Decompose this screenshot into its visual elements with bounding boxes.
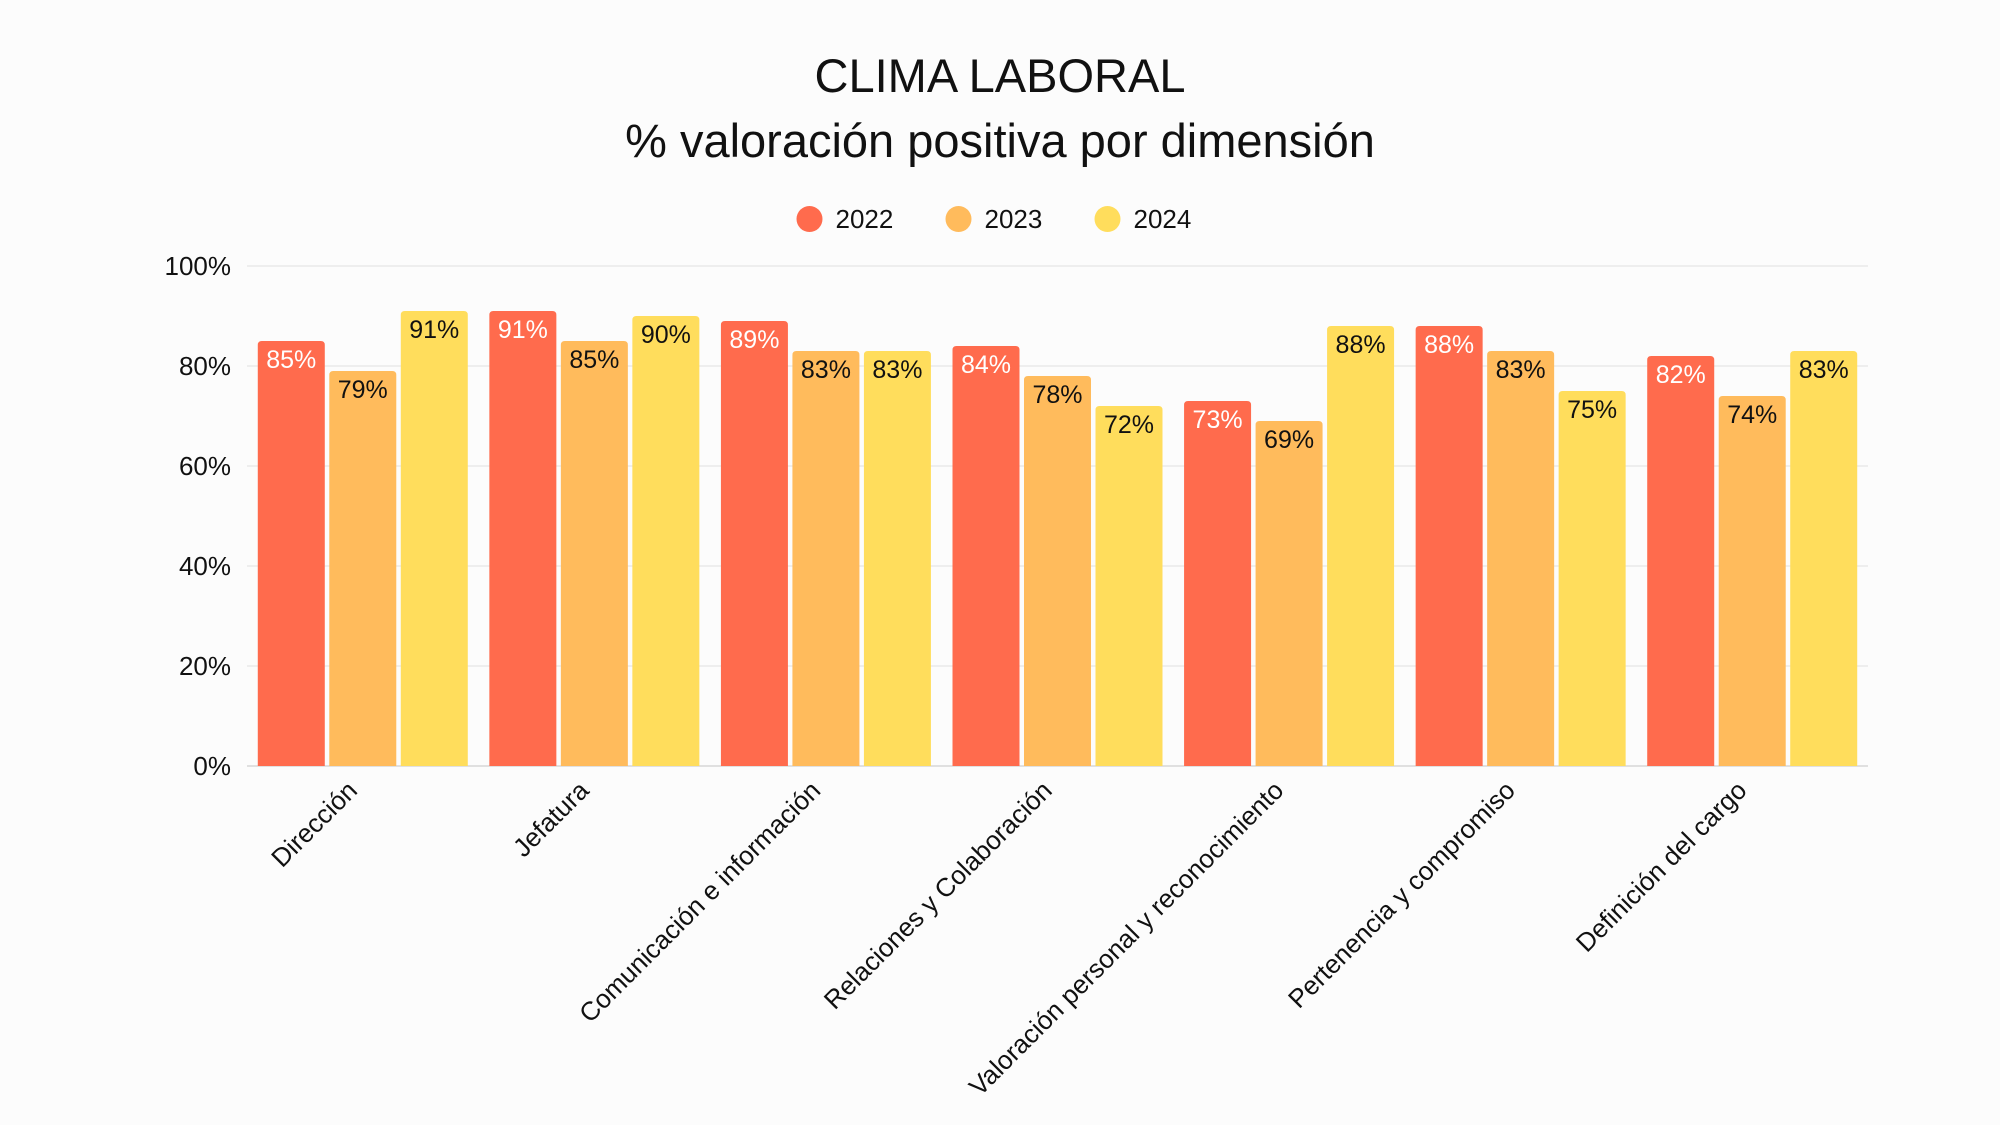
x-tick-label: Jefatura (507, 775, 595, 863)
data-label: 88% (1336, 331, 1386, 359)
legend-marker (1094, 206, 1121, 232)
bar-2022-valoracion-personal-y-reconocimiento (1184, 401, 1252, 766)
bar-2024-direccion (400, 311, 468, 766)
bar-2024-pertenencia-y-compromiso (1558, 391, 1626, 766)
data-label: 84% (961, 351, 1011, 379)
bar-2024-relaciones-y-colaboracion (1095, 406, 1163, 766)
bar-2022-jefatura (489, 311, 557, 766)
data-label: 88% (1424, 331, 1474, 359)
bar-2022-comunicacion-e-informacion (720, 321, 788, 766)
legend-label: 2024 (1134, 204, 1192, 234)
y-tick-label: 60% (179, 451, 231, 481)
bar-2024-jefatura (632, 316, 700, 766)
data-label: 78% (1032, 381, 1082, 409)
data-label: 82% (1656, 361, 1706, 389)
bar-2022-pertenencia-y-compromiso (1415, 326, 1483, 766)
x-tick-label: Definición del cargo (1570, 775, 1753, 958)
x-tick-label: Comunicación e información (573, 775, 826, 1028)
bar-2023-comunicacion-e-informacion (792, 351, 860, 766)
bar-2023-jefatura (560, 341, 628, 766)
data-label: 89% (729, 326, 779, 354)
chart-title: CLIMA LABORAL (815, 49, 1186, 102)
data-label: 83% (872, 356, 922, 384)
data-label: 79% (338, 376, 388, 404)
data-label: 85% (266, 346, 316, 374)
data-label: 83% (1799, 356, 1849, 384)
data-label: 73% (1193, 406, 1243, 434)
bar-2022-relaciones-y-colaboracion (952, 346, 1020, 766)
data-label: 91% (498, 316, 548, 344)
data-label: 69% (1264, 426, 1314, 454)
data-labels: 85% 79% 91% 91% 85% 90% 89% 83% 83% 84% 78% 72% 73% 6… (266, 316, 1848, 454)
data-label: 72% (1104, 411, 1154, 439)
y-tick-label: 100% (165, 251, 232, 281)
bar-2023-pertenencia-y-compromiso (1487, 351, 1555, 766)
data-label: 91% (409, 316, 459, 344)
chart-subtitle: % valoración positiva por dimensión (625, 114, 1375, 167)
bar-2024-valoracion-personal-y-reconocimiento (1327, 326, 1395, 766)
legend-label: 2023 (985, 204, 1043, 234)
bar-2022-direccion (257, 341, 325, 766)
y-tick-label: 80% (179, 351, 231, 381)
data-label: 90% (641, 321, 691, 349)
bar-2023-relaciones-y-colaboracion (1024, 376, 1091, 766)
legend-marker (796, 206, 823, 232)
bar-2023-valoracion-personal-y-reconocimiento (1255, 421, 1323, 766)
x-tick-label: Pertenencia y compromiso (1282, 775, 1521, 1014)
bar-2022-definicion-del-cargo (1647, 356, 1715, 766)
y-tick-label: 40% (179, 551, 231, 581)
bar-2023-definicion-del-cargo (1718, 396, 1786, 766)
bars (257, 311, 1858, 766)
legend-label: 2022 (836, 204, 894, 234)
legend: 2022 2023 2024 (796, 204, 1192, 234)
y-axis: 0% 20% 40% 60% 80% 100% (165, 251, 232, 781)
bar-2024-comunicacion-e-informacion (863, 351, 931, 766)
data-label: 83% (1496, 356, 1546, 384)
x-tick-label: Dirección (265, 775, 363, 873)
data-label: 83% (801, 356, 851, 384)
y-tick-label: 20% (179, 651, 231, 681)
y-tick-label: 0% (193, 751, 231, 781)
legend-marker (945, 206, 972, 232)
data-label: 75% (1567, 396, 1617, 424)
bar-2023-direccion (329, 371, 397, 766)
data-label: 74% (1727, 401, 1777, 429)
data-label: 85% (569, 346, 619, 374)
bar-2024-definicion-del-cargo (1790, 351, 1858, 766)
x-tick-label: Relaciones y Colaboración (818, 775, 1058, 1015)
